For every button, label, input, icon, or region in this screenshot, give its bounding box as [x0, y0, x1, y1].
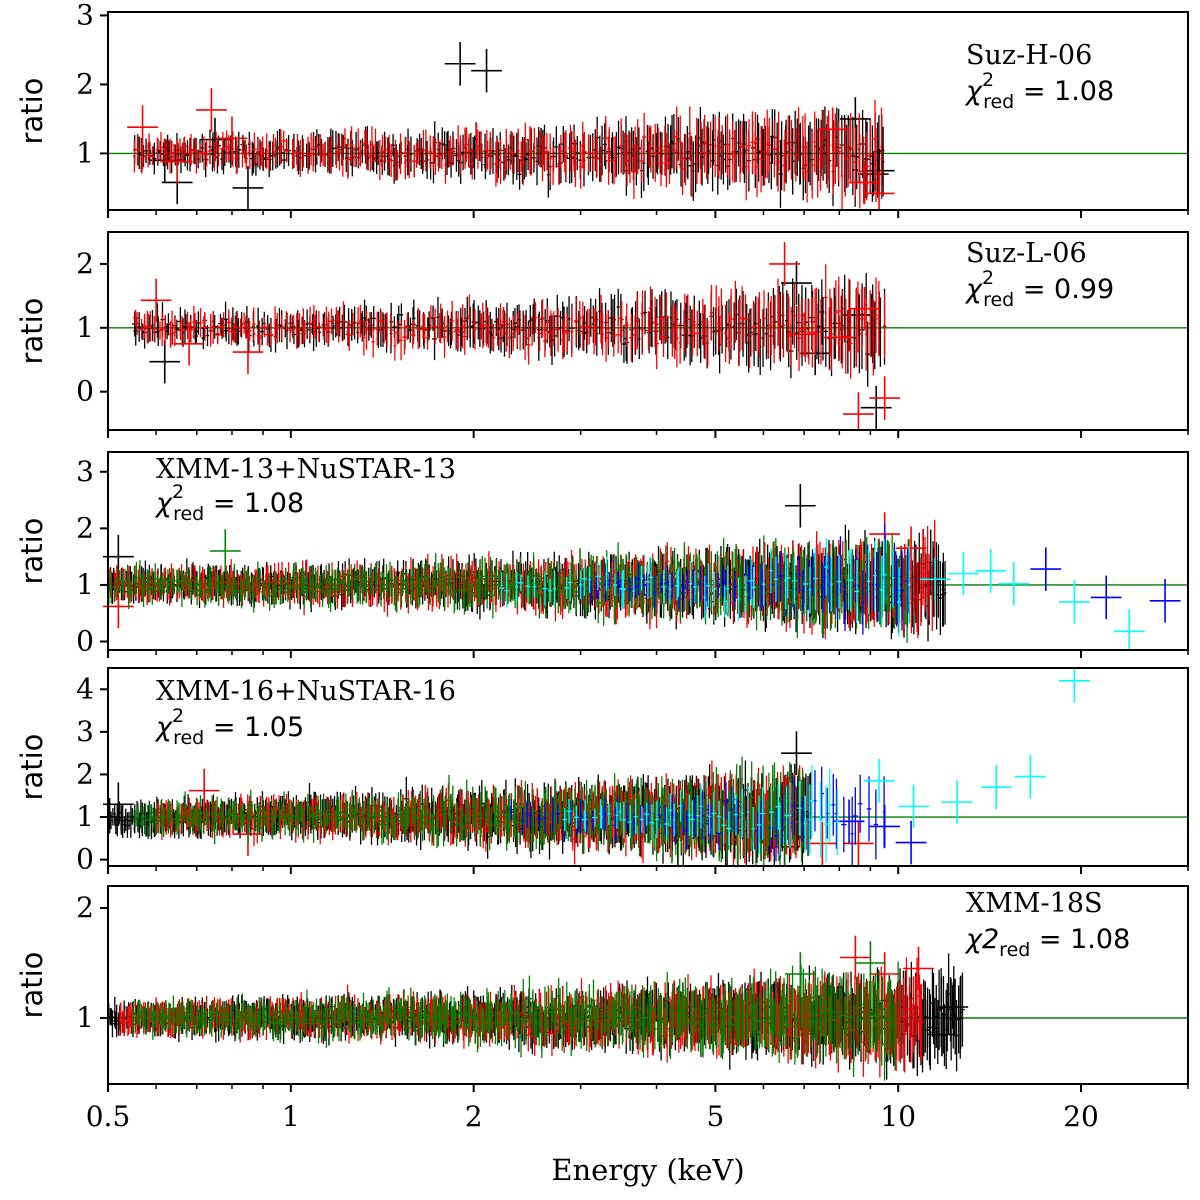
dataset-label: Suz-H-06: [966, 40, 1092, 71]
y-tick-label: 3: [76, 0, 94, 31]
panel-frame: [107, 231, 1189, 431]
panel-data-points: [108, 41, 1188, 210]
y-axis-label: ratio: [15, 298, 49, 365]
series-black: [133, 41, 895, 210]
panel-suz-h-06: 1 2 3 ratio Suz-H-06 χ2 red = 1.08: [15, 0, 1189, 218]
y-tick-label: 2: [76, 67, 94, 100]
series-red: [132, 242, 901, 430]
y-axis: 1 2 3: [76, 0, 108, 169]
series-cyan: [499, 538, 1145, 650]
y-axis-label: ratio: [15, 78, 49, 145]
series-red: [127, 88, 895, 210]
y-tick-label: 1: [76, 136, 94, 169]
chi-square-label: χ2 red = 1.08: [964, 69, 1114, 113]
y-axis: 0 1 2: [76, 247, 108, 408]
panel-data-points: [108, 242, 1188, 430]
dataset-label: Suz-L-06: [966, 238, 1087, 269]
chi-square-label: χ2 red = 0.99: [964, 267, 1114, 311]
x-axis-ticks: [107, 210, 1189, 218]
y-tick-label: 1: [76, 311, 94, 344]
x-axis-ticks: [107, 430, 1189, 438]
panel-frame: [107, 11, 1189, 211]
y-tick-label: 0: [76, 375, 94, 408]
y-tick-label: 2: [76, 247, 94, 280]
panel-suz-l-06: 0 1 2 ratio Suz-L-06 χ2 red = 0.99: [15, 231, 1189, 438]
panel-data-points: [102, 483, 1188, 650]
